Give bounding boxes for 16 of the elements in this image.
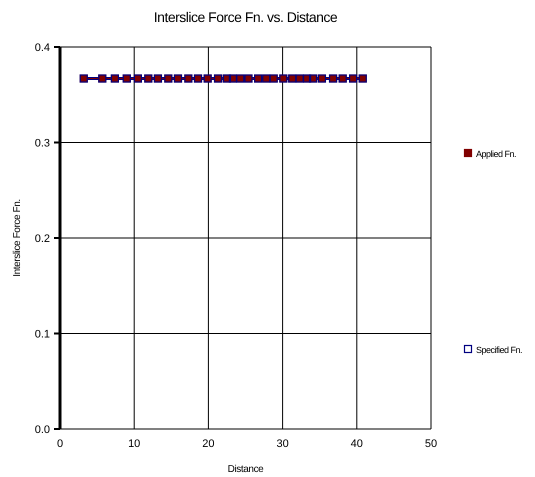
y-axis-title: Interslice Force Fn. — [12, 199, 23, 277]
x-tick-label: 20 — [202, 438, 215, 450]
x-tick-label: 0 — [56, 438, 64, 450]
y-tick-label: 0.3 — [34, 138, 50, 150]
y-tick-label: 0.2 — [34, 233, 50, 245]
legend-label: Specified Fn. — [476, 345, 522, 355]
y-tick-label: 0.0 — [34, 424, 50, 436]
x-tick-label: 10 — [128, 438, 140, 450]
y-tick-label: 0.1 — [34, 328, 50, 340]
x-tick-label: 40 — [350, 438, 363, 450]
x-tick-label: 30 — [276, 438, 289, 450]
chart-title: Interslice Force Fn. vs. Distance — [154, 9, 338, 25]
legend-label: Applied Fn. — [476, 149, 516, 159]
x-axis-title: Distance — [228, 464, 264, 475]
y-tick-label: 0.4 — [34, 42, 50, 54]
x-tick-label: 50 — [424, 438, 438, 450]
